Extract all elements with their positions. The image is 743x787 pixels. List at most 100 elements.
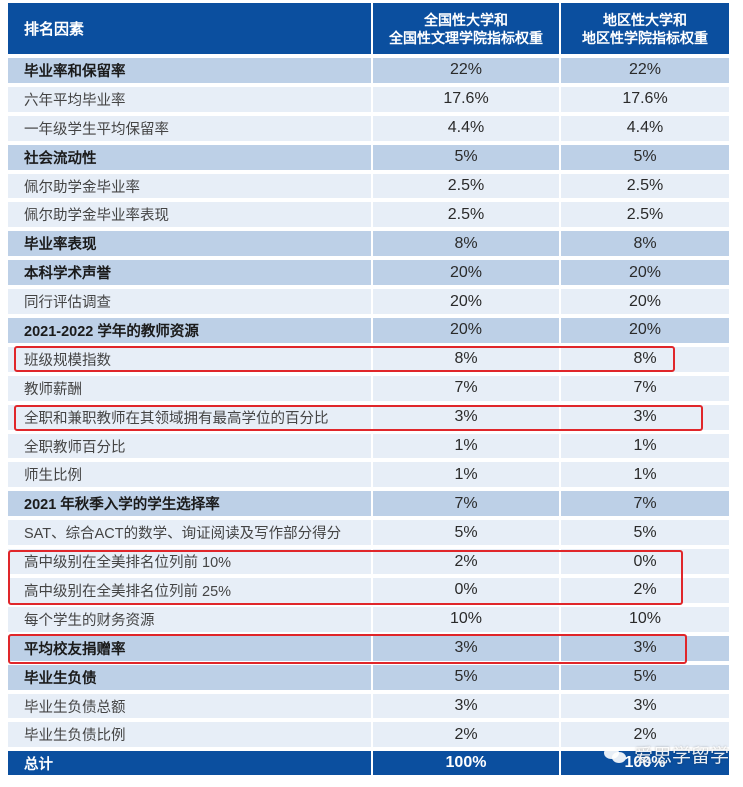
national-weight-cell: 5% — [373, 664, 559, 690]
factor-cell: 毕业生负债比例 — [8, 722, 371, 748]
regional-weight-cell: 0% — [561, 549, 729, 575]
regional-weight-cell: 5% — [561, 664, 729, 690]
regional-weight-cell: 10% — [561, 606, 729, 632]
national-weight-cell: 3% — [373, 635, 559, 661]
factor-cell: 毕业生负债总额 — [8, 693, 371, 719]
wechat-icon — [604, 745, 630, 765]
regional-weight-cell: 1% — [561, 462, 729, 488]
ranking-weights-table: 排名因素 全国性大学和 全国性文理学院指标权重 地区性大学和 地区性学院指标权重 毕… — [8, 3, 729, 779]
factor-cell: 2021 年秋季入学的学生选择率 — [8, 491, 371, 517]
regional-weight-cell: 5% — [561, 144, 729, 170]
factor-cell: 班级规模指数 — [8, 346, 371, 372]
regional-weight-cell: 3% — [561, 693, 729, 719]
regional-weight-cell: 22% — [561, 58, 729, 83]
header-national-line1: 全国性大学和 — [424, 11, 508, 28]
regional-weight-cell: 2% — [561, 722, 729, 748]
factor-cell: 全职和兼职教师在其领域拥有最高学位的百分比 — [8, 404, 371, 430]
regional-weight-cell: 20% — [561, 318, 729, 343]
table-row: 六年平均毕业率 17.6% 17.6% — [8, 86, 729, 112]
factor-cell: 毕业率表现 — [8, 231, 371, 257]
table-row: 全职和兼职教师在其领域拥有最高学位的百分比 3% 3% — [8, 404, 729, 430]
regional-weight-cell: 5% — [561, 520, 729, 546]
regional-weight-cell: 3% — [561, 404, 729, 430]
factor-cell: 同行评估调查 — [8, 289, 371, 315]
factor-cell: 六年平均毕业率 — [8, 86, 371, 112]
table-row: 毕业率和保留率 22% 22% — [8, 58, 729, 83]
table-row: 班级规模指数 8% 8% — [8, 346, 729, 372]
national-weight-cell: 0% — [373, 578, 559, 603]
national-weight-cell: 7% — [373, 491, 559, 517]
table-row: 佩尔助学金毕业率 2.5% 2.5% — [8, 173, 729, 199]
regional-weight-cell: 7% — [561, 375, 729, 401]
factor-cell: 师生比例 — [8, 462, 371, 488]
table-row: 本科学术声誉 20% 20% — [8, 260, 729, 286]
table-row: 毕业生负债总额 3% 3% — [8, 693, 729, 719]
table-row: 师生比例 1% 1% — [8, 462, 729, 488]
table-row: 高中级别在全美排名位列前 25% 0% 2% — [8, 578, 729, 603]
header-regional-line2: 地区性学院指标权重 — [582, 29, 708, 46]
table-row: SAT、综合ACT的数学、询证阅读及写作部分得分 5% 5% — [8, 520, 729, 546]
table-row: 一年级学生平均保留率 4.4% 4.4% — [8, 115, 729, 141]
header-regional-line1: 地区性大学和 — [603, 11, 687, 28]
factor-cell: 社会流动性 — [8, 144, 371, 170]
regional-weight-cell: 2.5% — [561, 173, 729, 199]
national-weight-cell: 8% — [373, 346, 559, 372]
table-row: 毕业生负债比例 2% 2% — [8, 722, 729, 748]
total-label: 总计 — [8, 751, 371, 776]
table-header: 排名因素 全国性大学和 全国性文理学院指标权重 地区性大学和 地区性学院指标权重 — [8, 3, 729, 54]
table-row: 平均校友捐赠率 3% 3% — [8, 635, 729, 661]
factor-cell: 平均校友捐赠率 — [8, 635, 371, 661]
total-regional: 100% — [561, 751, 729, 776]
factor-cell: SAT、综合ACT的数学、询证阅读及写作部分得分 — [8, 520, 371, 546]
header-national: 全国性大学和 全国性文理学院指标权重 — [373, 3, 559, 54]
regional-weight-cell: 20% — [561, 289, 729, 315]
national-weight-cell: 7% — [373, 375, 559, 401]
table-row: 社会流动性 5% 5% — [8, 144, 729, 170]
header-factor: 排名因素 — [8, 3, 371, 54]
factor-cell: 全职教师百分比 — [8, 433, 371, 459]
table-row: 每个学生的财务资源 10% 10% — [8, 606, 729, 632]
national-weight-cell: 2.5% — [373, 202, 559, 228]
national-weight-cell: 4.4% — [373, 115, 559, 141]
table-row: 毕业生负债 5% 5% — [8, 664, 729, 690]
total-row: 总计 100% 100% — [8, 751, 729, 776]
factor-cell: 一年级学生平均保留率 — [8, 115, 371, 141]
national-weight-cell: 2% — [373, 722, 559, 748]
table-row: 同行评估调查 20% 20% — [8, 289, 729, 315]
table-row: 教师薪酬 7% 7% — [8, 375, 729, 401]
national-weight-cell: 8% — [373, 231, 559, 257]
regional-weight-cell: 8% — [561, 231, 729, 257]
factor-cell: 2021-2022 学年的教师资源 — [8, 318, 371, 343]
national-weight-cell: 5% — [373, 144, 559, 170]
regional-weight-cell: 8% — [561, 346, 729, 372]
regional-weight-cell: 17.6% — [561, 86, 729, 112]
national-weight-cell: 2.5% — [373, 173, 559, 199]
national-weight-cell: 3% — [373, 404, 559, 430]
factor-cell: 每个学生的财务资源 — [8, 606, 371, 632]
factor-cell: 佩尔助学金毕业率 — [8, 173, 371, 199]
factor-cell: 高中级别在全美排名位列前 10% — [8, 549, 371, 575]
watermark-text: 爱思学留学 — [634, 746, 730, 767]
table-row: 毕业率表现 8% 8% — [8, 231, 729, 257]
header-regional: 地区性大学和 地区性学院指标权重 — [561, 3, 729, 54]
factor-cell: 教师薪酬 — [8, 375, 371, 401]
table-row: 2021 年秋季入学的学生选择率 7% 7% — [8, 491, 729, 517]
national-weight-cell: 2% — [373, 549, 559, 575]
regional-weight-cell: 4.4% — [561, 115, 729, 141]
regional-weight-cell: 20% — [561, 260, 729, 286]
national-weight-cell: 10% — [373, 606, 559, 632]
national-weight-cell: 20% — [373, 289, 559, 315]
regional-weight-cell: 7% — [561, 491, 729, 517]
national-weight-cell: 20% — [373, 318, 559, 343]
table-row: 高中级别在全美排名位列前 10% 2% 0% — [8, 549, 729, 575]
national-weight-cell: 17.6% — [373, 86, 559, 112]
factor-cell: 本科学术声誉 — [8, 260, 371, 286]
national-weight-cell: 3% — [373, 693, 559, 719]
factor-cell: 佩尔助学金毕业率表现 — [8, 202, 371, 228]
factor-cell: 毕业率和保留率 — [8, 58, 371, 83]
factor-cell: 高中级别在全美排名位列前 25% — [8, 578, 371, 603]
total-national: 100% — [373, 751, 559, 776]
regional-weight-cell: 2.5% — [561, 202, 729, 228]
regional-weight-cell: 1% — [561, 433, 729, 459]
watermark: 爱思学留学 — [604, 741, 729, 768]
